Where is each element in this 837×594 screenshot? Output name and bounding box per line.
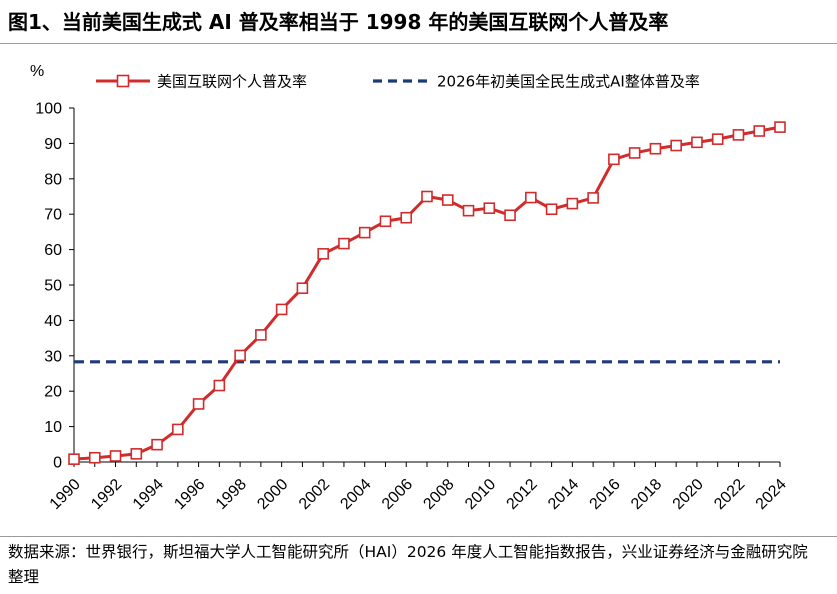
- internet-adoption-line: [73, 125, 781, 461]
- internet-point-marker: [691, 136, 703, 149]
- internet-point-marker: [649, 142, 662, 155]
- x-tick-label: 2012: [504, 476, 541, 513]
- internet-point-marker: [753, 125, 766, 137]
- y-tick-label: 90: [44, 136, 62, 153]
- legend-label-genai: 2026年初美国全民生成式AI整体普及率: [437, 73, 700, 91]
- source-note: 数据来源：世界银行，斯坦福大学人工智能研究所（HAI）2026 年度人工智能指数…: [8, 543, 808, 586]
- y-tick-label: 80: [44, 171, 62, 188]
- internet-point-marker: [711, 133, 724, 145]
- internet-point-marker: [504, 209, 516, 222]
- internet-point-marker: [400, 211, 413, 224]
- y-axis-unit: %: [30, 63, 44, 80]
- x-tick-label: 2018: [628, 476, 665, 513]
- internet-point-marker: [462, 204, 475, 217]
- internet-point-marker: [109, 450, 122, 462]
- x-tick-label: 2006: [379, 476, 416, 513]
- axes: 0 10 20 30 40 50 60 70 80 90 100 1990 1992 1994 1996 19…: [35, 101, 790, 514]
- internet-point-marker: [670, 139, 682, 152]
- y-tick-label: 60: [44, 242, 62, 259]
- y-tick-label: 70: [44, 207, 62, 224]
- x-tick-label: 1998: [213, 476, 250, 513]
- legend-marker-internet: [116, 74, 130, 88]
- internet-point-marker: [151, 438, 163, 451]
- top-divider: [0, 43, 837, 44]
- internet-point-marker: [192, 398, 205, 410]
- internet-point-marker: [608, 153, 620, 166]
- chart-title: 图1、当前美国生成式 AI 普及率相当于 1998 年的美国互联网个人普及率: [8, 10, 669, 34]
- x-tick-label: 2016: [587, 476, 624, 513]
- y-tick-label: 40: [44, 313, 62, 330]
- x-tick-label: 1992: [88, 476, 125, 513]
- x-tick-label: 2020: [670, 476, 707, 513]
- x-tick-label: 1990: [47, 476, 84, 513]
- y-tick-label: 50: [44, 278, 62, 295]
- internet-point-marker: [525, 191, 537, 204]
- internet-point-marker: [483, 202, 496, 214]
- internet-point-marker: [732, 129, 745, 141]
- x-tick-label: 2024: [753, 476, 790, 513]
- internet-point-marker: [234, 349, 246, 362]
- internet-point-marker: [628, 147, 641, 159]
- internet-point-marker: [317, 248, 329, 260]
- internet-point-marker: [296, 282, 309, 294]
- x-tick-label: 1996: [171, 476, 208, 513]
- y-tick-label: 20: [44, 384, 62, 401]
- y-tick-label: 10: [44, 419, 62, 436]
- internet-point-marker: [358, 226, 371, 239]
- internet-point-marker: [421, 190, 433, 203]
- internet-point-marker: [587, 192, 599, 204]
- x-tick-label: 1994: [130, 476, 167, 513]
- bottom-divider: [0, 536, 837, 537]
- internet-point-marker: [338, 237, 350, 250]
- internet-point-marker: [68, 453, 80, 465]
- x-tick-label: 2000: [254, 476, 291, 513]
- line-chart: 美国互联网个人普及率 2026年初美国全民生成式AI整体普及率 % 0 10 20 3…: [30, 63, 790, 514]
- internet-point-marker: [172, 423, 184, 436]
- series-internet: [68, 121, 786, 465]
- legend-label-internet: 美国互联网个人普及率: [157, 73, 307, 91]
- x-tick-label: 2014: [545, 476, 582, 513]
- y-tick-label: 100: [35, 101, 62, 118]
- x-tick-label: 2022: [711, 476, 748, 513]
- x-tick-label: 2002: [296, 476, 333, 513]
- internet-point-marker: [275, 303, 288, 316]
- internet-point-marker: [213, 379, 226, 392]
- internet-point-marker: [379, 215, 392, 228]
- internet-point-marker: [774, 121, 786, 133]
- internet-point-marker: [545, 203, 558, 216]
- x-tick-label: 2004: [337, 476, 374, 513]
- x-tick-label: 2008: [420, 476, 457, 513]
- x-tick-label: 2010: [462, 476, 499, 513]
- y-tick-label: 30: [44, 348, 62, 365]
- y-tick-label: 0: [53, 455, 62, 472]
- internet-point-marker: [255, 329, 267, 341]
- internet-point-marker: [130, 448, 143, 460]
- internet-point-marker: [566, 197, 579, 210]
- legend: 美国互联网个人普及率 2026年初美国全民生成式AI整体普及率: [96, 73, 700, 91]
- internet-point-marker: [441, 194, 454, 206]
- internet-point-marker: [88, 451, 101, 464]
